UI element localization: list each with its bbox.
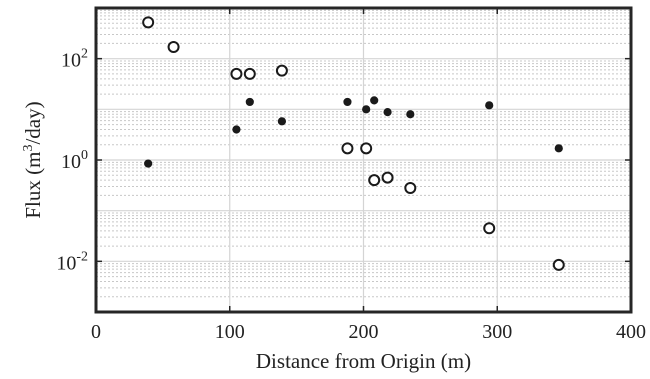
y-axis-label-sup: 3 bbox=[21, 145, 36, 152]
x-tick-label: 300 bbox=[482, 321, 512, 343]
open-circle-point bbox=[230, 67, 243, 80]
y-axis-label: Flux (m3/day) bbox=[21, 101, 45, 218]
open-circle-point bbox=[360, 142, 373, 155]
open-circle-point bbox=[552, 258, 565, 271]
y-tick-label-base: 10 bbox=[56, 252, 76, 274]
y-tick-label-exp: -2 bbox=[76, 249, 88, 264]
filled-circle-point bbox=[362, 105, 371, 114]
open-circle-point bbox=[341, 142, 354, 155]
open-circle-point bbox=[142, 16, 155, 29]
filled-circle-point bbox=[554, 144, 563, 153]
y-tick-label-exp: 0 bbox=[81, 148, 88, 163]
y-tick-label: 10-2 bbox=[56, 249, 88, 274]
filled-circle-point bbox=[485, 101, 494, 110]
x-axis-label: Distance from Origin (m) bbox=[256, 349, 471, 373]
y-tick-label: 102 bbox=[61, 47, 88, 72]
filled-circle-point bbox=[406, 110, 415, 119]
open-circle-point bbox=[404, 182, 417, 195]
y-tick-label-base: 10 bbox=[61, 151, 81, 173]
open-circle-point bbox=[381, 171, 394, 184]
open-circle-point bbox=[368, 174, 381, 187]
x-tick-label: 400 bbox=[616, 321, 646, 343]
y-tick-label-base: 10 bbox=[61, 50, 81, 72]
filled-circle-point bbox=[383, 108, 392, 117]
grid bbox=[95, 7, 632, 313]
x-tick-label: 100 bbox=[215, 321, 245, 343]
open-circle-point bbox=[243, 67, 256, 80]
open-circle-point bbox=[167, 40, 180, 53]
filled-circle-point bbox=[370, 96, 379, 105]
y-tick-label-exp: 2 bbox=[81, 47, 88, 62]
x-tick-label: 0 bbox=[91, 321, 101, 343]
filled-circle-point bbox=[144, 159, 153, 168]
data-points bbox=[142, 16, 565, 271]
filled-circle-point bbox=[245, 97, 254, 107]
filled-circle-point bbox=[343, 97, 352, 107]
open-circle-point bbox=[275, 64, 288, 77]
x-tick-label: 200 bbox=[349, 321, 379, 343]
filled-circle-point bbox=[277, 117, 287, 126]
y-axis-label-pre: Flux (m bbox=[21, 152, 45, 219]
filled-circle-point bbox=[232, 125, 241, 134]
y-tick-label: 100 bbox=[61, 148, 88, 173]
open-circle-point bbox=[483, 222, 496, 235]
y-axis-label-post: /day) bbox=[21, 101, 45, 144]
